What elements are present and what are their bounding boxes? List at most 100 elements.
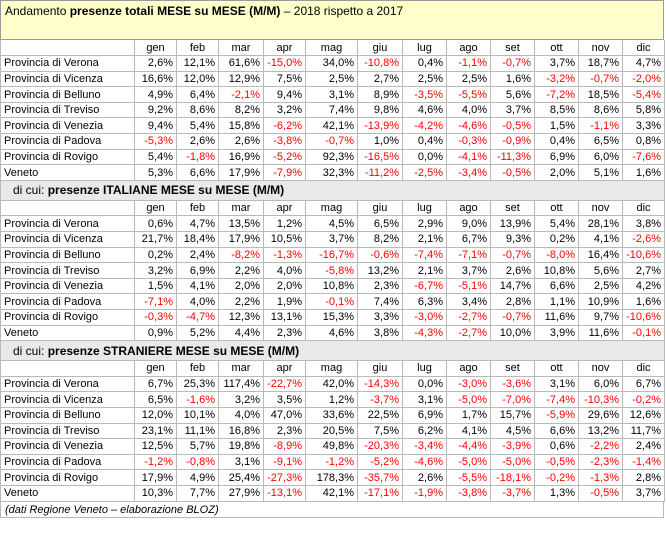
value-cell: 7,5%	[357, 423, 403, 440]
value-cell: 9,0%	[446, 215, 491, 233]
value-cell: 15,8%	[218, 117, 264, 135]
value-cell: -5,9%	[534, 407, 579, 424]
value-cell: 4,5%	[305, 215, 358, 233]
value-cell: 6,5%	[357, 215, 403, 233]
value-cell: 9,4%	[134, 117, 177, 135]
value-cell: 29,6%	[578, 407, 623, 424]
value-cell: -0,5%	[578, 485, 623, 502]
section-header-title: presenze ITALIANE MESE su MESE (M/M)	[47, 183, 285, 198]
value-cell: 3,7%	[446, 262, 491, 279]
value-cell: 42,1%	[305, 485, 358, 502]
value-cell: 25,4%	[218, 469, 264, 486]
value-cell: 0,4%	[402, 55, 447, 72]
section-header-row: di cui: presenze ITALIANE MESE su MESE (…	[0, 180, 665, 201]
value-cell: 3,1%	[218, 454, 264, 471]
value-cell: 5,4%	[176, 117, 219, 135]
value-cell: 4,0%	[176, 293, 219, 310]
value-cell: 5,6%	[490, 86, 535, 103]
month-header: feb	[176, 40, 219, 57]
table-row: Provincia di Belluno 4,9% 6,4% -2,1% 9,4% 3,1…	[0, 86, 665, 103]
value-cell: -0,3%	[134, 309, 177, 326]
value-cell: -5,2%	[263, 149, 306, 166]
row-label: Provincia di Belluno	[0, 407, 135, 424]
value-cell: -6,7%	[402, 278, 447, 295]
value-cell: 27,9%	[218, 485, 264, 502]
table-row: Provincia di Verona 6,7% 25,3% 117,4% -22,7%…	[0, 376, 665, 393]
month-header: set	[490, 40, 535, 57]
value-cell: 0,2%	[134, 247, 177, 264]
value-cell: -1,2%	[305, 454, 358, 471]
value-cell: 2,8%	[622, 469, 665, 486]
value-cell: 13,9%	[490, 215, 535, 233]
value-cell: -10,3%	[578, 391, 623, 408]
title-banner: Andamento presenze totali MESE su MESE (…	[0, 0, 664, 40]
value-cell: 16,4%	[578, 247, 623, 264]
value-cell: 10,3%	[134, 485, 177, 502]
section-header-title: presenze STRANIERE MESE su MESE (M/M)	[47, 343, 300, 358]
value-cell: 2,8%	[490, 293, 535, 310]
value-cell: -1,8%	[176, 149, 219, 166]
table-row: Provincia di Vicenza 21,7% 18,4% 17,9% 10,5%…	[0, 231, 665, 248]
value-cell: 10,0%	[490, 325, 535, 342]
value-cell: 4,0%	[446, 102, 491, 119]
value-cell: 3,2%	[263, 102, 306, 119]
month-header: mar	[218, 200, 264, 217]
value-cell: 13,1%	[263, 309, 306, 326]
row-label: Veneto	[0, 164, 135, 181]
spreadsheet: Andamento presenze totali MESE su MESE (…	[0, 0, 665, 518]
value-cell: 5,4%	[134, 149, 177, 166]
value-cell: -18,1%	[490, 469, 535, 486]
row-label: Provincia di Vicenza	[0, 391, 135, 408]
value-cell: 11,6%	[578, 325, 623, 342]
table-row: Provincia di Treviso 3,2% 6,9% 2,2% 4,0% -5,8…	[0, 262, 665, 279]
value-cell: 19,8%	[218, 438, 264, 455]
month-header: lug	[402, 40, 447, 57]
value-cell: 1,0%	[357, 133, 403, 150]
value-cell: 42,0%	[305, 376, 358, 393]
value-cell: 6,6%	[176, 164, 219, 181]
month-header: ott	[534, 200, 579, 217]
value-cell: 17,9%	[218, 164, 264, 181]
value-cell: 47,0%	[263, 407, 306, 424]
value-cell: 13,2%	[578, 423, 623, 440]
value-cell: 7,4%	[305, 102, 358, 119]
value-cell: -0,2%	[622, 391, 665, 408]
value-cell: 4,0%	[263, 262, 306, 279]
month-header: gen	[134, 40, 177, 57]
value-cell: 0,6%	[534, 438, 579, 455]
value-cell: 2,3%	[263, 325, 306, 342]
table-row: Provincia di Treviso 23,1% 11,1% 16,8% 2,3% 2…	[0, 423, 665, 440]
value-cell: 3,7%	[534, 55, 579, 72]
value-cell: 2,6%	[218, 133, 264, 150]
value-cell: 3,1%	[534, 376, 579, 393]
value-cell: 23,1%	[134, 423, 177, 440]
value-cell: 10,5%	[263, 231, 306, 248]
value-cell: 12,5%	[134, 438, 177, 455]
value-cell: -1,3%	[578, 469, 623, 486]
title-suffix: – 2018 rispetto a 2017	[280, 4, 404, 18]
month-header: set	[490, 360, 535, 377]
value-cell: -8,2%	[218, 247, 264, 264]
value-cell: 5,3%	[134, 164, 177, 181]
value-cell: 2,2%	[218, 262, 264, 279]
value-cell: -1,9%	[402, 485, 447, 502]
value-cell: 4,0%	[218, 407, 264, 424]
value-cell: 0,9%	[134, 325, 177, 342]
header-corner	[0, 360, 135, 377]
value-cell: 4,5%	[490, 423, 535, 440]
month-header: ott	[534, 40, 579, 57]
value-cell: -16,5%	[357, 149, 403, 166]
value-cell: 5,1%	[578, 164, 623, 181]
value-cell: 9,2%	[134, 102, 177, 119]
value-cell: -2,1%	[218, 86, 264, 103]
row-label: Provincia di Padova	[0, 293, 135, 310]
table-row: Provincia di Venezia 12,5% 5,7% 19,8% -8,9% 4…	[0, 438, 665, 455]
value-cell: -0,5%	[490, 117, 535, 135]
value-cell: -0,5%	[534, 454, 579, 471]
header-corner	[0, 40, 135, 57]
value-cell: -14,3%	[357, 376, 403, 393]
row-label: Veneto	[0, 485, 135, 502]
month-header: giu	[357, 200, 403, 217]
month-header: feb	[176, 200, 219, 217]
value-cell: 6,4%	[176, 86, 219, 103]
